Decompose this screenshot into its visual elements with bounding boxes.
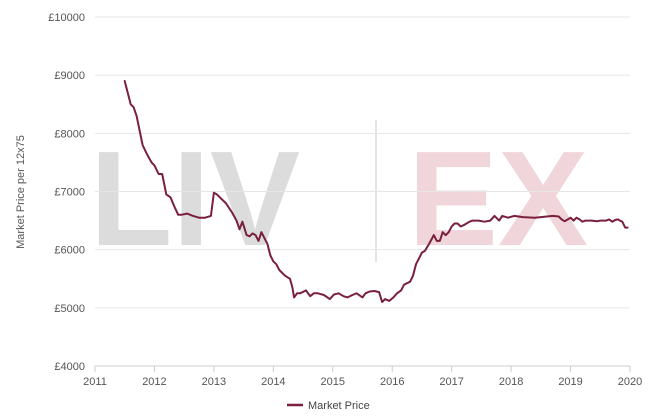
y-tick-label: £8000 bbox=[54, 128, 85, 140]
x-tick-label: 2020 bbox=[618, 376, 642, 388]
y-tick-label: £6000 bbox=[54, 245, 85, 257]
x-tick-label: 2017 bbox=[439, 376, 463, 388]
grid-lines bbox=[95, 16, 630, 367]
watermark: LIV EX bbox=[90, 120, 588, 274]
x-tick-label: 2018 bbox=[499, 376, 523, 388]
legend[interactable]: Market Price bbox=[287, 400, 370, 412]
y-axis-label: Market Price per 12x75 bbox=[15, 135, 27, 249]
x-tick-label: 2016 bbox=[380, 376, 404, 388]
x-tick-label: 2013 bbox=[202, 376, 226, 388]
x-tick-label: 2015 bbox=[321, 376, 345, 388]
series-line-market-price bbox=[123, 80, 629, 303]
x-tick-label: 2011 bbox=[83, 376, 107, 388]
y-tick-label: £9000 bbox=[54, 70, 85, 82]
x-tick-label: 2019 bbox=[558, 376, 582, 388]
watermark-left-text: LIV bbox=[90, 123, 300, 274]
y-tick-label: £4000 bbox=[54, 361, 85, 373]
x-tick-label: 2012 bbox=[142, 376, 166, 388]
x-tick-label: 2014 bbox=[261, 376, 285, 388]
series-layer bbox=[123, 80, 629, 303]
legend-label: Market Price bbox=[308, 400, 370, 412]
watermark-right-text: EX bbox=[408, 123, 588, 274]
y-tick-label: £5000 bbox=[54, 303, 85, 315]
x-axis-ticks: 2011 2012 2013 2014 2015 2016 2017 2018 2019 2020 bbox=[83, 366, 642, 388]
y-axis-ticks: £4000 £5000 £6000 £7000 £8000 £9000 £10000 bbox=[48, 12, 85, 373]
y-tick-label: £7000 bbox=[54, 187, 85, 199]
y-tick-label: £10000 bbox=[48, 12, 85, 24]
